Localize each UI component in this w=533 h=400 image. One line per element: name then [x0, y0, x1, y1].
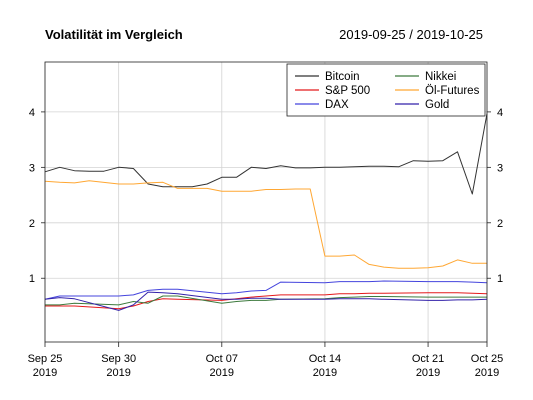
legend-label: Gold: [425, 99, 449, 111]
x-tick-label: Oct 14: [309, 353, 341, 365]
x-axis: Sep 25 2019 Sep 30 2019 Oct 07 2019 Oct 14 2019…: [28, 342, 503, 379]
y-tick-label: 3: [497, 162, 503, 174]
y-tick-label: 3: [29, 162, 35, 174]
x-tick-label: Sep 25: [28, 353, 63, 365]
y-tick-label: 1: [497, 273, 503, 285]
chart-subtitle: 2019-09-25 / 2019-10-25: [339, 27, 483, 42]
plot-frame: [44, 61, 488, 343]
series-line-dax: [44, 280, 488, 300]
x-tick-year-label: 2019: [106, 367, 130, 379]
y-axis-left: 1 2 3 4: [29, 107, 45, 285]
series-line-gold: [44, 291, 488, 311]
legend-label: Nikkei: [425, 71, 456, 83]
x-tick-year-label: 2019: [475, 367, 499, 379]
x-tick-year-label: 2019: [210, 367, 234, 379]
x-tick-year-label: 2019: [416, 367, 440, 379]
y-tick-label: 4: [29, 107, 35, 119]
legend-box: [286, 63, 486, 117]
legend-label: S&P 500: [325, 85, 370, 97]
y-tick-label: 2: [497, 218, 503, 230]
x-tick-label: Oct 07: [206, 353, 238, 365]
series-line-nikkei: [45, 295, 487, 306]
x-tick-label: Sep 30: [101, 353, 136, 365]
series-line--l-futures: [44, 180, 487, 269]
y-tick-label: 2: [29, 218, 35, 230]
y-tick-label: 1: [29, 273, 35, 285]
x-tick-year-label: 2019: [33, 367, 57, 379]
legend: Bitcoin S&P 500 DAX Nikkei Öl-Futures Gold: [286, 63, 486, 117]
x-tick-label: Oct 21: [412, 353, 444, 365]
legend-label: DAX: [325, 99, 349, 111]
legend-label: Öl-Futures: [425, 85, 480, 97]
y-tick-label: 4: [497, 107, 503, 119]
y-axis-right: 1 2 3 4: [487, 107, 503, 285]
legend-label: Bitcoin: [325, 71, 360, 83]
series-line-bitcoin: [44, 113, 488, 195]
chart-title: Volatilität im Vergleich: [45, 27, 183, 42]
x-tick-year-label: 2019: [313, 367, 337, 379]
x-tick-label: Oct 25: [471, 353, 503, 365]
series-lines: [44, 113, 488, 311]
